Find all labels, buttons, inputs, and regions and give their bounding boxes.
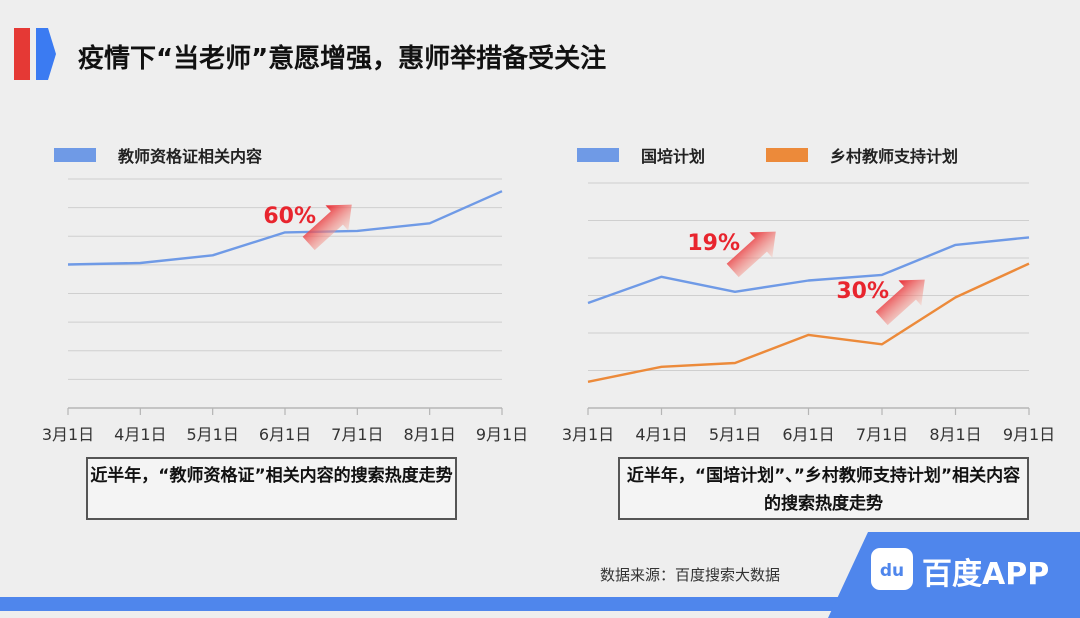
title-accent-red — [14, 28, 30, 80]
legend-swatch-teacher-cert — [54, 148, 96, 162]
bottom-bar — [0, 597, 1080, 611]
x-tick-label: 9月1日 — [476, 425, 528, 444]
x-tick-label: 3月1日 — [42, 425, 94, 444]
growth-label: 19% — [687, 231, 740, 256]
x-tick-label: 7月1日 — [856, 425, 908, 444]
x-tick-label: 8月1日 — [929, 425, 981, 444]
legend-right-2: 乡村教师支持计划 — [766, 143, 958, 167]
legend-label-teacher-cert: 教师资格证相关内容 — [118, 147, 263, 166]
x-tick-label: 8月1日 — [403, 425, 455, 444]
data-source: 数据来源：百度搜索大数据 — [600, 566, 781, 584]
series-line-0 — [587, 236, 1030, 305]
legend-left: 教师资格证相关内容 — [54, 143, 262, 167]
x-tick-label: 4月1日 — [635, 425, 687, 444]
growth-arrow-icon — [302, 204, 352, 251]
growth-arrow-icon — [875, 279, 925, 326]
caption-right: 近半年，“国培计划”、”乡村教师支持计划”相关内容的搜索热度走势 — [618, 457, 1029, 520]
legend-right-1: 国培计划 — [577, 143, 705, 167]
x-tick-label: 6月1日 — [259, 425, 311, 444]
caption-left: 近半年，“教师资格证”相关内容的搜索热度走势 — [86, 457, 457, 520]
x-tick-label: 4月1日 — [114, 425, 166, 444]
legend-swatch-guopei — [577, 148, 619, 162]
brand-name: 百度APP — [922, 557, 1050, 592]
x-tick-label: 6月1日 — [782, 425, 834, 444]
growth-arrow-icon — [726, 231, 776, 278]
brand-panel — [828, 532, 1080, 618]
title-accent-blue — [36, 28, 56, 80]
x-tick-label: 9月1日 — [1003, 425, 1055, 444]
legend-label-rural: 乡村教师支持计划 — [830, 147, 959, 166]
series-line-0 — [67, 190, 503, 266]
legend-swatch-rural — [766, 148, 808, 162]
growth-label: 30% — [836, 279, 889, 304]
legend-label-guopei: 国培计划 — [641, 147, 706, 166]
series-line-1 — [587, 262, 1030, 383]
baidu-paw-icon: du — [871, 548, 913, 590]
x-tick-label: 5月1日 — [186, 425, 238, 444]
x-tick-label: 3月1日 — [562, 425, 614, 444]
x-tick-label: 7月1日 — [331, 425, 383, 444]
page-title: 疫情下“当老师”意愿增强，惠师举措备受关注 — [78, 44, 607, 74]
growth-label: 60% — [263, 204, 316, 229]
x-tick-label: 5月1日 — [709, 425, 761, 444]
